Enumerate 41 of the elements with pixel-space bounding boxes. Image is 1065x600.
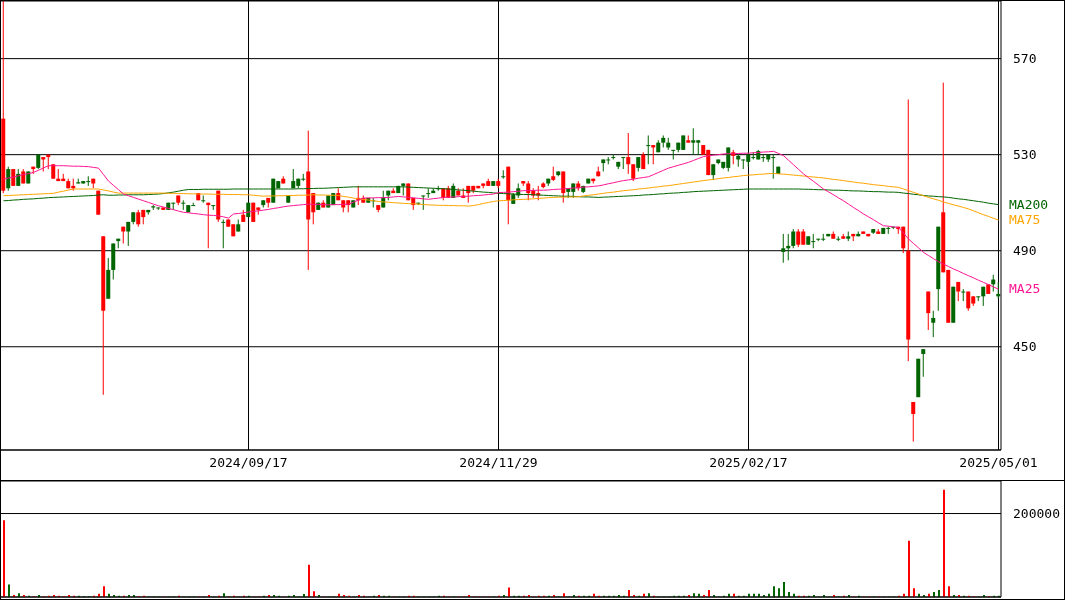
- candlestick: [791, 228, 796, 249]
- bar: [3, 520, 5, 597]
- bar: [943, 489, 945, 597]
- y-tick-label: 530: [1013, 147, 1037, 163]
- x-tick-label: 2024/09/17: [209, 455, 288, 471]
- candlestick: [6, 166, 11, 192]
- series-label: MA25: [1009, 280, 1041, 299]
- bar: [308, 564, 310, 597]
- y-tick-label: 200000: [1013, 506, 1060, 522]
- candlestick: [626, 132, 631, 175]
- x-tick-label: 2024/11/29: [459, 455, 538, 471]
- bar: [773, 586, 775, 597]
- x-tick-label: 2025/05/01: [959, 455, 1038, 471]
- bar: [948, 586, 950, 597]
- candlestick: [181, 199, 186, 211]
- candlestick: [126, 221, 131, 247]
- candlestick: [561, 170, 566, 204]
- bar: [8, 584, 10, 597]
- candlestick: [911, 401, 916, 443]
- candlestick: [741, 158, 746, 170]
- candlestick: [931, 310, 936, 338]
- candlestick: [221, 219, 226, 249]
- candlestick: [501, 169, 506, 180]
- candlestick: [926, 291, 931, 331]
- line-series: [3, 172, 999, 221]
- bar: [508, 587, 510, 597]
- candlestick: [796, 228, 801, 248]
- y-tick-label: 490: [1013, 243, 1037, 259]
- candlestick: [781, 233, 786, 264]
- candlestick: [691, 127, 696, 156]
- bar: [908, 540, 910, 597]
- candlestick: [646, 134, 651, 165]
- candlestick: [201, 194, 206, 204]
- candlestick: [921, 348, 926, 378]
- bar: [783, 581, 785, 597]
- y-tick-label: 570: [1013, 51, 1037, 67]
- bar: [103, 586, 105, 597]
- y-tick-label: 450: [1013, 339, 1037, 355]
- candlestick: [961, 288, 966, 302]
- x-tick-label: 2025/02/17: [709, 455, 788, 471]
- candlestick: [621, 156, 626, 170]
